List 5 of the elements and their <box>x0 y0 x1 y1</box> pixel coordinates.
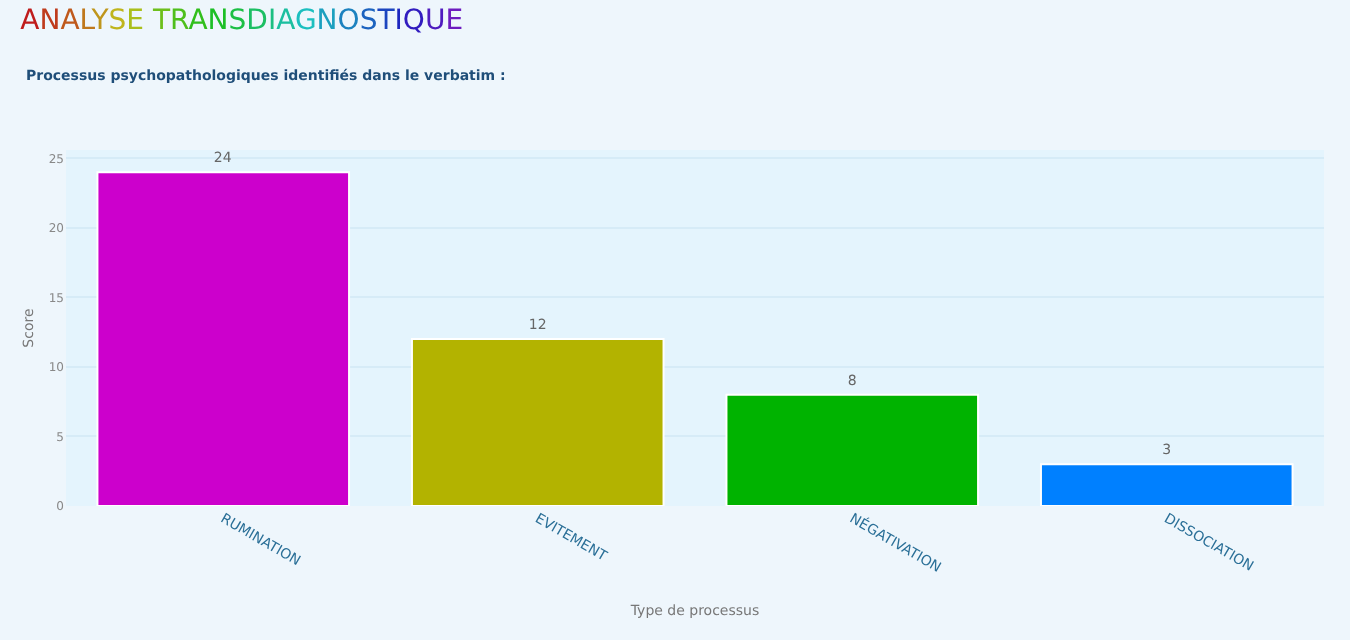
bar <box>1039 463 1294 506</box>
bar <box>96 171 351 506</box>
bar <box>410 338 665 506</box>
chart-title: ANALYSE TRANSDIAGNOSTIQUE <box>20 5 464 38</box>
bar <box>725 393 980 506</box>
